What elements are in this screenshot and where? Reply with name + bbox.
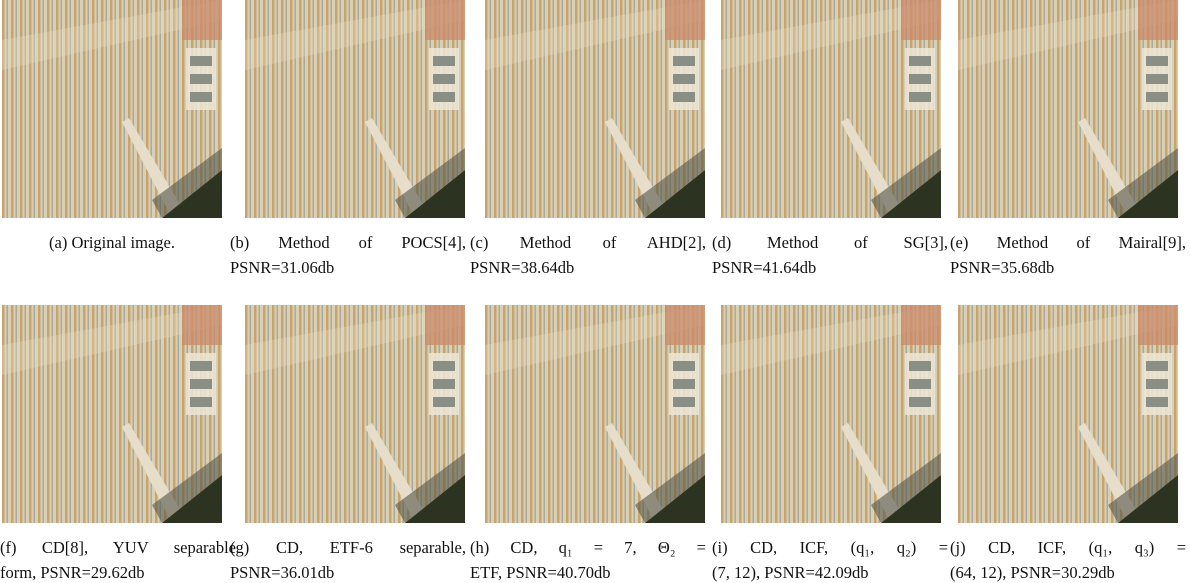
caption-line: (7, 12), PSNR=42.09db: [712, 563, 869, 582]
caption-line: (64, 12), PSNR=30.29db: [950, 563, 1115, 582]
result-image: [958, 0, 1178, 218]
caption-line: form, PSNR=29.62db: [0, 563, 145, 582]
caption-line: (f) CD[8], YUV separable: [0, 538, 236, 557]
result-image: [245, 0, 465, 218]
caption-line: (c) Method of AHD[2],: [470, 233, 706, 252]
result-image: [2, 305, 222, 523]
caption: (b) Method of POCS[4], PSNR=31.06db: [230, 230, 466, 280]
caption-line: PSNR=36.01db: [230, 563, 335, 582]
caption-line: (i) CD, ICF, (q₁, q₂) =: [712, 538, 948, 557]
result-image: [485, 0, 705, 218]
result-image: [958, 305, 1178, 523]
caption: (e) Method of Mairal[9], PSNR=35.68db: [950, 230, 1186, 280]
caption-line: ETF, PSNR=40.70db: [470, 563, 611, 582]
caption-line: (h) CD, q₁ = 7, Θ₂ =: [470, 538, 706, 557]
caption-line: (a) Original image.: [49, 233, 175, 252]
result-image: [245, 305, 465, 523]
caption: (i) CD, ICF, (q₁, q₂) = (7, 12), PSNR=42.…: [712, 535, 948, 583]
caption: (j) CD, ICF, (q₁, q₃) = (64, 12), PSNR=30…: [950, 535, 1186, 583]
caption-line: PSNR=31.06db: [230, 258, 335, 277]
caption-line: PSNR=41.64db: [712, 258, 817, 277]
caption: (a) Original image.: [0, 230, 230, 255]
caption: (c) Method of AHD[2], PSNR=38.64db: [470, 230, 706, 280]
caption: (g) CD, ETF-6 separable, PSNR=36.01db: [230, 535, 466, 583]
caption-line: (g) CD, ETF-6 separable,: [230, 538, 466, 557]
caption-line: (b) Method of POCS[4],: [230, 233, 466, 252]
caption: (d) Method of SG[3], PSNR=41.64db: [712, 230, 948, 280]
result-image: [485, 305, 705, 523]
caption-line: (j) CD, ICF, (q₁, q₃) =: [950, 538, 1186, 557]
caption-line: (d) Method of SG[3],: [712, 233, 948, 252]
result-image: [721, 0, 941, 218]
caption: (h) CD, q₁ = 7, Θ₂ = ETF, PSNR=40.70db: [470, 535, 706, 583]
caption-line: (e) Method of Mairal[9],: [950, 233, 1186, 252]
caption-line: PSNR=38.64db: [470, 258, 575, 277]
caption: (f) CD[8], YUV separable form, PSNR=29.62…: [0, 535, 236, 583]
caption-line: PSNR=35.68db: [950, 258, 1055, 277]
result-image: [721, 305, 941, 523]
result-image: [2, 0, 222, 218]
